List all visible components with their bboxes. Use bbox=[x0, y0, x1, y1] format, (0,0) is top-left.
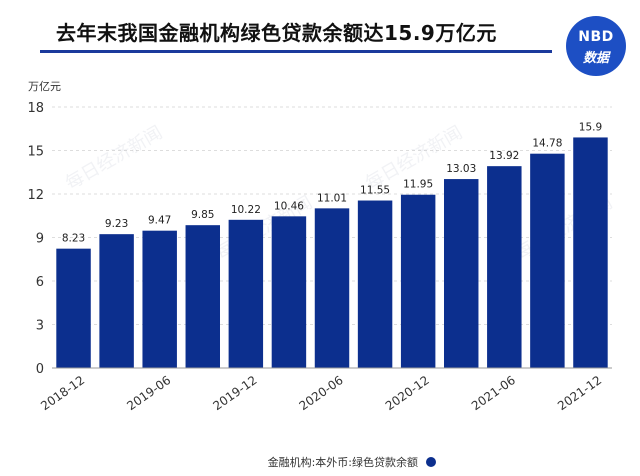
x-tick-label: 2019-06 bbox=[124, 373, 173, 413]
x-tick-label: 2018-12 bbox=[38, 373, 87, 413]
bar-value-label: 9.47 bbox=[148, 215, 171, 227]
y-axis-unit-label: 万亿元 bbox=[28, 80, 61, 93]
bar-value-label: 9.85 bbox=[191, 209, 214, 221]
bar bbox=[573, 137, 608, 368]
bar-value-label: 11.55 bbox=[360, 185, 390, 197]
bar-value-label: 14.78 bbox=[532, 138, 562, 150]
bar bbox=[228, 219, 264, 368]
y-tick-label: 3 bbox=[36, 319, 44, 334]
watermark-text: 每日经济新闻 bbox=[62, 122, 166, 194]
y-tick-label: 12 bbox=[27, 188, 44, 203]
header: 去年末我国金融机构绿色贷款余额达15.9万亿元 NBD 数据 bbox=[0, 0, 640, 76]
bar bbox=[400, 194, 436, 368]
bar-value-label: 13.03 bbox=[446, 163, 476, 175]
legend-label: 金融机构:本外币:绿色贷款余额 bbox=[267, 456, 418, 469]
legend-swatch bbox=[426, 457, 436, 467]
bar bbox=[444, 179, 479, 368]
bar bbox=[56, 248, 91, 368]
nbd-logo: NBD 数据 bbox=[566, 16, 626, 76]
bar-value-label: 15.9 bbox=[579, 121, 602, 133]
bar-value-label: 13.92 bbox=[489, 150, 519, 162]
bar bbox=[185, 225, 220, 368]
bar-value-label: 10.46 bbox=[274, 200, 304, 212]
bar bbox=[314, 208, 350, 368]
bar-value-label: 9.23 bbox=[105, 218, 128, 230]
logo-line2: 数据 bbox=[582, 51, 609, 66]
bar bbox=[530, 153, 565, 368]
y-tick-label: 15 bbox=[27, 145, 44, 160]
bar bbox=[271, 216, 307, 368]
bar-value-label: 8.23 bbox=[62, 233, 85, 245]
y-tick-label: 18 bbox=[27, 101, 44, 116]
bar bbox=[142, 230, 177, 368]
chart-title: 去年末我国金融机构绿色贷款余额达15.9万亿元 bbox=[56, 21, 497, 45]
x-tick-label: 2020-06 bbox=[297, 373, 346, 413]
y-tick-label: 0 bbox=[36, 362, 44, 377]
bar bbox=[487, 166, 522, 368]
bar bbox=[99, 234, 134, 368]
y-tick-label: 6 bbox=[36, 275, 44, 290]
x-tick-label: 2021-12 bbox=[555, 373, 604, 413]
bar-value-label: 11.95 bbox=[403, 179, 433, 191]
legend: 金融机构:本外币:绿色贷款余额 bbox=[250, 454, 440, 470]
x-tick-label: 2021-06 bbox=[469, 373, 518, 413]
x-tick-label: 2019-12 bbox=[210, 373, 259, 413]
title-underline bbox=[40, 50, 552, 53]
bar-value-label: 11.01 bbox=[317, 192, 347, 204]
bar bbox=[357, 200, 393, 368]
y-tick-label: 9 bbox=[36, 232, 44, 247]
bar-value-label: 10.22 bbox=[231, 204, 261, 216]
x-tick-label: 2020-12 bbox=[383, 373, 432, 413]
logo-line1: NBD bbox=[578, 29, 614, 45]
